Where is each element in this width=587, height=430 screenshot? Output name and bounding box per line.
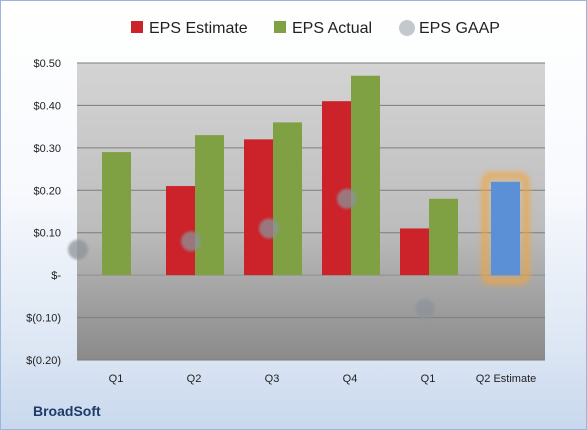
- plot-area: [77, 63, 545, 360]
- bar-eps-estimate: [322, 101, 351, 276]
- bar-eps-estimate: [166, 186, 195, 276]
- point-eps-gaap: [181, 231, 201, 252]
- legend-label: EPS GAAP: [419, 20, 500, 37]
- series-marks: [68, 75, 530, 320]
- y-tick-label: $0.20: [33, 185, 61, 197]
- x-tick-label: Q1: [421, 373, 436, 385]
- bar-q2-estimate: [491, 181, 520, 276]
- legend-swatch: [274, 21, 286, 33]
- legend-swatch: [399, 20, 415, 36]
- x-tick-label: Q1: [109, 373, 124, 385]
- gridlines: [77, 62, 545, 361]
- x-tick-label: Q3: [265, 373, 280, 385]
- bar-eps-actual: [273, 122, 302, 276]
- x-tick-label: Q2: [187, 373, 202, 385]
- y-tick-label: $-: [51, 270, 61, 282]
- y-tick-label: $(0.10): [26, 313, 61, 325]
- bar-eps-estimate: [244, 139, 273, 276]
- legend-swatch: [131, 21, 143, 33]
- company-name: BroadSoft: [33, 403, 101, 419]
- y-tick-label: $0.40: [33, 100, 61, 112]
- y-tick-label: $0.30: [33, 143, 61, 155]
- legend-label: EPS Estimate: [149, 20, 248, 37]
- bar-eps-actual: [102, 152, 131, 276]
- estimate-highlight: [481, 172, 530, 285]
- legend: EPS Estimate EPS Actual EPS GAAP: [131, 20, 500, 37]
- point-eps-gaap: [259, 218, 279, 239]
- bar-eps-estimate: [400, 228, 429, 276]
- bar-eps-actual: [429, 198, 458, 276]
- bar-eps-actual: [195, 135, 224, 276]
- x-tick-label: Q2 Estimate: [476, 373, 537, 385]
- point-eps-gaap: [415, 299, 435, 320]
- x-tick-label: Q4: [343, 373, 358, 385]
- y-axis: $0.50 $0.40 $0.30 $0.20 $0.10 $- $(0.10) $(0.20…: [26, 58, 61, 367]
- y-tick-label: $0.10: [33, 228, 61, 240]
- point-eps-gaap: [68, 239, 88, 260]
- y-tick-label: $0.50: [33, 58, 61, 70]
- legend-label: EPS Actual: [292, 20, 372, 37]
- bar-eps-actual: [351, 75, 380, 276]
- x-axis: Q1 Q2 Q3 Q4 Q1 Q2 Estimate: [77, 359, 545, 385]
- point-eps-gaap: [337, 188, 357, 209]
- y-tick-label: $(0.20): [26, 355, 61, 367]
